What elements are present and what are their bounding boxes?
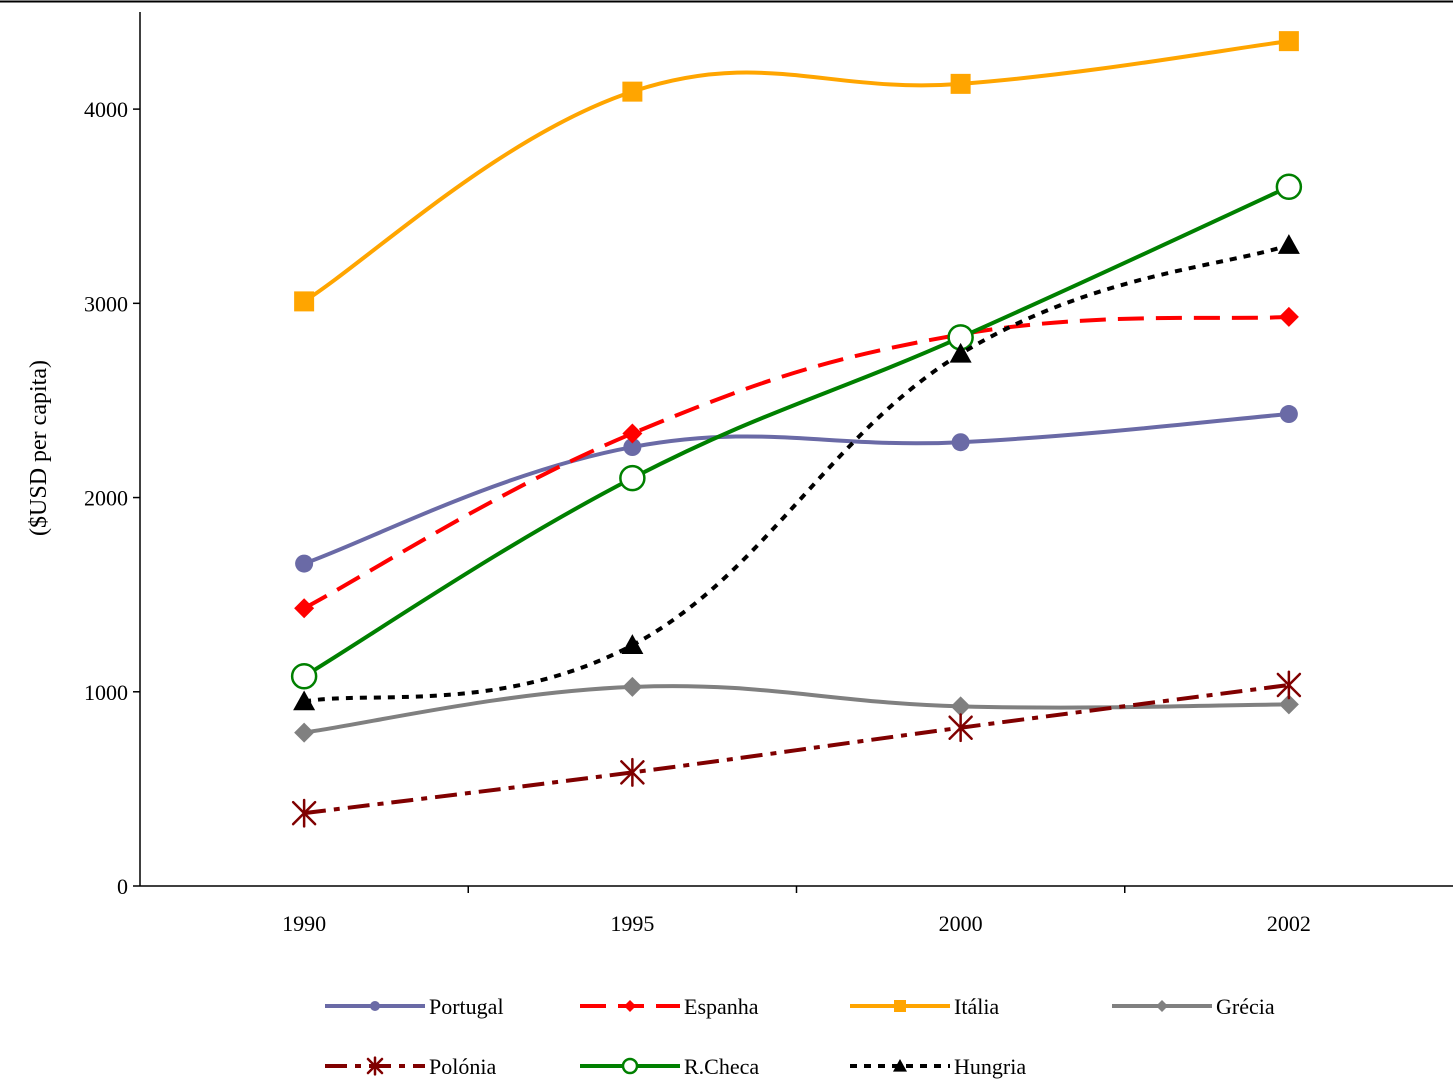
y-tick-label: 1000	[84, 680, 128, 705]
series-hungria	[293, 234, 1300, 711]
legend-item-espanha: Espanha	[580, 994, 759, 1019]
series-line-polonia	[303, 682, 1290, 816]
legend-item-hungria: Hungria	[850, 1054, 1026, 1079]
data-point-espanha	[294, 598, 315, 619]
x-tick-label: 2002	[1267, 911, 1311, 936]
data-point-espanha	[1278, 306, 1299, 327]
legend-label: Itália	[954, 994, 999, 1019]
data-point-grecia	[294, 722, 315, 743]
legend-label: Portugal	[429, 994, 504, 1019]
series-italia	[294, 31, 1299, 312]
data-point-polonia	[291, 798, 317, 828]
data-point-hungria	[621, 634, 644, 654]
data-point-grecia	[1278, 694, 1299, 715]
series-grecia	[294, 676, 1299, 743]
legend-item-r-checa: R.Checa	[580, 1054, 759, 1079]
legend-swatch-marker	[366, 1056, 384, 1076]
legend-item-polonia: Polónia	[325, 1054, 496, 1079]
data-point-r-checa	[290, 662, 318, 690]
data-point-grecia	[950, 696, 971, 717]
series-r-checa	[290, 173, 1303, 690]
y-axis-title: ($USD per capita)	[26, 360, 52, 536]
series-line-r-checa	[303, 184, 1290, 678]
data-point-portugal	[951, 433, 970, 452]
legend-swatch-marker	[1156, 1000, 1168, 1012]
data-point-espanha	[622, 423, 643, 444]
legend-label: Espanha	[684, 994, 759, 1019]
data-point-portugal	[1279, 405, 1298, 424]
legend-swatch-marker	[893, 1059, 907, 1072]
data-point-r-checa	[1275, 173, 1303, 201]
x-tick-label: 1990	[282, 911, 326, 936]
legend: Portugal Espanha Itália Grécia Polónia R.Chec…	[325, 994, 1275, 1079]
data-point-italia	[622, 81, 643, 102]
data-point-hungria	[1277, 234, 1300, 254]
data-point-italia	[950, 73, 971, 94]
x-tick-label: 2000	[939, 911, 983, 936]
legend-swatch-marker	[624, 1000, 636, 1012]
series-portugal	[295, 405, 1298, 573]
series-line-espanha	[303, 314, 1289, 611]
y-tick-label: 4000	[84, 97, 128, 122]
data-point-italia	[294, 291, 315, 312]
series-layer	[290, 31, 1303, 828]
data-point-hungria	[949, 342, 972, 363]
y-tick-label: 0	[117, 874, 128, 899]
data-point-polonia	[620, 757, 645, 787]
y-axis-ticks: 0 1000 2000 3000 4000	[84, 97, 140, 899]
data-point-hungria	[293, 690, 316, 711]
legend-label: Polónia	[429, 1054, 496, 1079]
data-point-portugal	[623, 438, 642, 457]
data-point-grecia	[622, 676, 643, 697]
series-line-grecia	[303, 684, 1289, 735]
data-point-portugal	[295, 554, 314, 573]
data-point-polonia	[948, 713, 973, 743]
legend-label: R.Checa	[684, 1054, 759, 1079]
legend-item-portugal: Portugal	[325, 994, 504, 1019]
legend-swatch-marker	[621, 1057, 639, 1075]
series-line-portugal	[303, 412, 1290, 566]
legend-swatch-marker	[370, 1001, 380, 1011]
x-axis-ticks: 1990 1995 2000 2002	[282, 886, 1311, 936]
series-espanha	[294, 306, 1299, 619]
y-tick-label: 3000	[84, 291, 128, 316]
legend-item-italia: Itália	[850, 994, 999, 1019]
y-tick-label: 2000	[84, 486, 128, 511]
legend-label: Hungria	[954, 1054, 1026, 1079]
data-point-r-checa	[619, 464, 646, 492]
legend-label: Grécia	[1216, 994, 1275, 1019]
series-line-hungria	[303, 243, 1290, 704]
data-point-polonia	[1276, 670, 1302, 700]
legend-swatch-marker	[894, 1000, 906, 1012]
series-line-italia	[303, 39, 1290, 304]
series-polonia	[291, 670, 1302, 828]
x-tick-label: 1995	[610, 911, 654, 936]
data-point-italia	[1278, 31, 1299, 52]
legend-item-grecia: Grécia	[1112, 994, 1275, 1019]
